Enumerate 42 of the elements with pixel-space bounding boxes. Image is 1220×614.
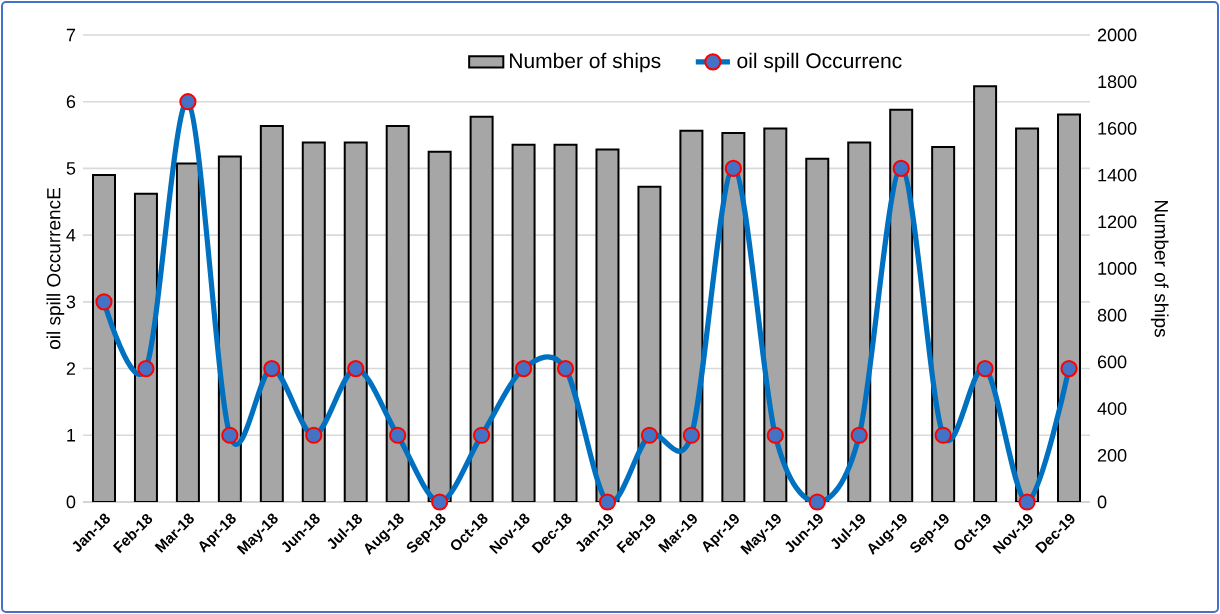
bar	[343, 141, 368, 502]
bar	[847, 141, 872, 502]
y-tick-label: 4	[66, 228, 76, 242]
bar	[1057, 113, 1082, 502]
bar	[679, 129, 704, 502]
bar	[259, 125, 284, 502]
y2-tick-label: 1400	[1098, 168, 1137, 182]
y2-tick-label: 200	[1097, 448, 1127, 462]
y2-tick-label: 400	[1097, 402, 1127, 415]
bar	[301, 141, 326, 502]
bar	[637, 185, 662, 502]
bar	[511, 143, 536, 502]
bar	[91, 174, 116, 502]
legend-label: oil spill Occurrenc	[737, 52, 902, 73]
bar	[889, 108, 914, 502]
legend-label: Number of ships	[510, 52, 661, 73]
bar	[553, 143, 578, 502]
y2-tick-label: 2000	[1097, 28, 1137, 42]
y2-tick-label: 1200	[1098, 215, 1137, 229]
bar	[973, 85, 998, 502]
y2-tick-label: 1000	[1098, 262, 1137, 275]
y2-tick-label: 1800	[1098, 75, 1137, 89]
y2-tick-label: 600	[1097, 355, 1127, 369]
bar	[217, 155, 242, 502]
y-axis-title: oil spill OccurrencE	[46, 188, 65, 350]
y-tick-label: 3	[66, 295, 76, 309]
y2-tick-label: 0	[1097, 495, 1107, 509]
y-tick-label: 5	[66, 162, 76, 175]
y2-axis-title: Number of ships	[1150, 200, 1169, 337]
y-tick-label: 1	[67, 429, 76, 442]
y-tick-label: 6	[66, 95, 76, 109]
y-tick-label: 0	[66, 495, 76, 509]
bar	[931, 146, 956, 502]
bar	[721, 132, 746, 502]
bar	[469, 115, 494, 502]
y2-tick-label: 800	[1097, 308, 1127, 322]
y-tick-label: 7	[66, 28, 76, 42]
y2-tick-label: 1600	[1098, 122, 1137, 135]
bar	[385, 125, 410, 502]
bar	[175, 162, 200, 502]
bar	[763, 127, 788, 502]
y-tick-label: 2	[66, 362, 76, 375]
